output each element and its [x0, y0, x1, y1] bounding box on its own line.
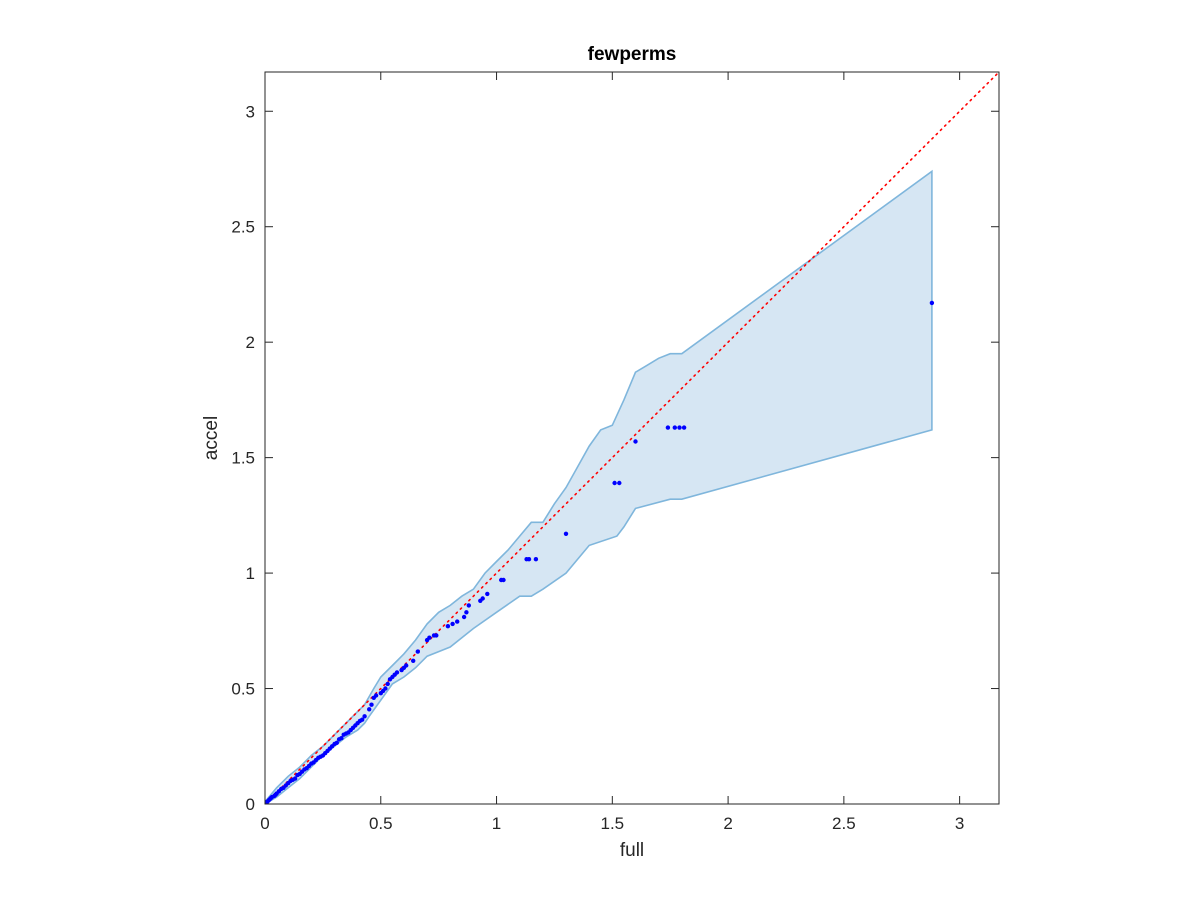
data-point	[681, 425, 687, 430]
data-point	[485, 591, 490, 597]
data-point	[434, 633, 439, 638]
y-tick-label: 3	[246, 102, 255, 121]
data-point	[394, 670, 400, 675]
axes-box	[264, 71, 1000, 805]
data-point	[367, 707, 372, 712]
data-point	[461, 614, 467, 620]
y-tick-label: 2.5	[231, 218, 255, 237]
plot-contents	[265, 72, 999, 804]
x-tick-label: 2	[723, 814, 732, 833]
data-point	[455, 619, 460, 624]
data-point	[415, 649, 420, 654]
chart-title: fewperms	[588, 44, 677, 65]
data-point	[292, 776, 298, 781]
data-point	[411, 658, 416, 663]
data-point	[373, 693, 379, 698]
data-point	[445, 624, 451, 629]
data-point	[466, 603, 471, 608]
data-point	[665, 425, 671, 430]
y-tick-label: 1	[246, 564, 255, 583]
data-point	[612, 480, 617, 486]
data-point	[339, 736, 344, 741]
plot-area	[265, 72, 999, 804]
x-tick-label: 3	[955, 814, 964, 833]
data-point	[501, 577, 506, 583]
data-point	[526, 557, 532, 562]
data-points	[265, 300, 935, 804]
data-point	[404, 663, 409, 668]
data-point	[672, 425, 677, 430]
data-point	[929, 300, 935, 306]
x-tick-label: 0.5	[369, 814, 393, 833]
data-point	[385, 681, 390, 687]
data-point	[677, 425, 682, 430]
data-point	[480, 596, 485, 601]
x-tick-label: 0	[260, 814, 269, 833]
data-point	[383, 686, 388, 691]
data-point	[360, 717, 365, 722]
x-axis-label: full	[620, 840, 644, 861]
x-tick-label: 1	[492, 814, 501, 833]
data-point	[334, 740, 339, 745]
x-tick-label: 1.5	[600, 814, 624, 833]
data-point	[362, 714, 367, 719]
y-tick-label: 0.5	[231, 680, 255, 699]
data-point	[369, 702, 374, 707]
x-tick-label: 2.5	[832, 814, 856, 833]
data-point	[450, 621, 455, 627]
y-tick-label: 1.5	[231, 449, 255, 468]
data-point	[464, 610, 469, 615]
y-tick-label: 2	[246, 333, 255, 352]
data-point	[563, 531, 569, 536]
data-point	[533, 557, 539, 562]
confidence-band	[265, 169, 933, 804]
data-point	[617, 480, 622, 486]
reference-line	[265, 72, 999, 804]
data-point	[633, 439, 638, 444]
axis-ticks: 0 0.5 1 1.5 2 2.5 3 0 0.5 1 1.5 2 2.5 3	[231, 72, 999, 833]
y-axis-label: accel	[201, 416, 222, 460]
data-point	[427, 635, 432, 640]
y-tick-label: 0	[246, 795, 255, 814]
